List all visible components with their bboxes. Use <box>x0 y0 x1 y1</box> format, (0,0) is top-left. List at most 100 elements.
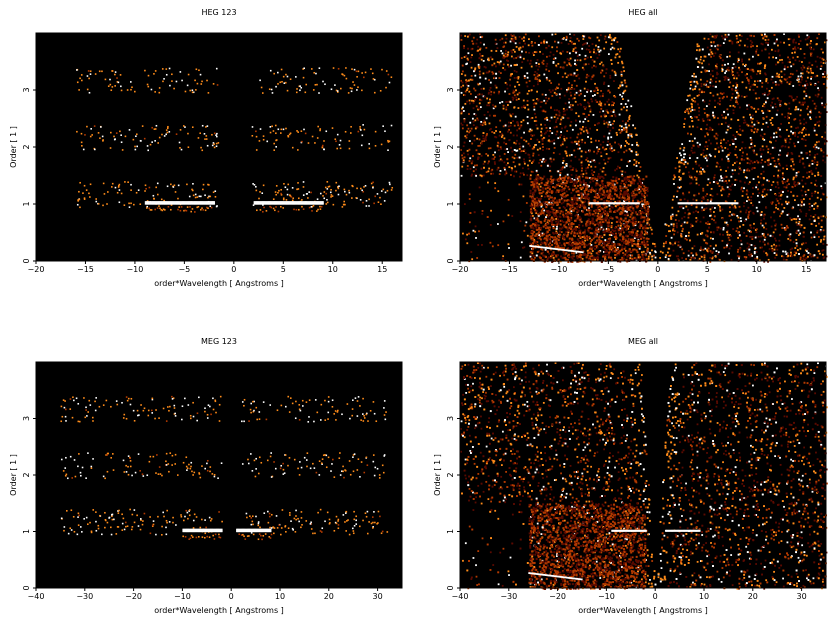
heatmap-cell <box>810 55 813 57</box>
heatmap-cell <box>636 174 639 177</box>
heatmap-cell <box>790 165 793 167</box>
heatmap-cell <box>461 70 464 73</box>
heatmap-cell <box>759 70 762 72</box>
heatmap-cell <box>804 139 807 142</box>
heatmap-cell <box>144 201 147 203</box>
heatmap-cell <box>201 80 203 83</box>
heatmap-cell <box>693 72 695 75</box>
heatmap-cell <box>584 141 587 144</box>
heatmap-cell <box>602 167 605 169</box>
heatmap-cell <box>779 59 781 61</box>
heatmap-cell <box>790 167 793 170</box>
heatmap-cell <box>709 257 712 259</box>
heatmap-cell <box>197 205 200 208</box>
heatmap-cell <box>633 163 636 166</box>
heatmap-cell <box>538 74 541 77</box>
x-tick-label: −5 <box>178 265 190 274</box>
heatmap-cell <box>528 38 530 41</box>
heatmap-cell <box>368 205 370 207</box>
heatmap-cell <box>823 71 826 73</box>
heatmap-cell <box>721 64 724 67</box>
heatmap-cell <box>557 249 560 252</box>
heatmap-cell <box>649 226 652 229</box>
heatmap-cell <box>779 154 782 156</box>
heatmap-cell <box>572 241 574 244</box>
heatmap-cell <box>751 238 754 241</box>
heatmap-cell <box>710 198 713 201</box>
heatmap-cell <box>589 37 592 40</box>
heatmap-cell <box>706 80 709 83</box>
heatmap-cell <box>678 175 681 178</box>
heatmap-cell <box>566 186 569 189</box>
heatmap-cell <box>605 148 608 150</box>
heatmap-cell <box>508 121 510 124</box>
heatmap-cell <box>623 128 625 131</box>
heatmap-cell <box>808 171 811 173</box>
heatmap-cell <box>709 78 712 81</box>
heatmap-cell <box>594 165 597 168</box>
heatmap-cell <box>796 249 799 251</box>
heatmap-cell <box>709 33 712 35</box>
heatmap-cell <box>520 241 523 244</box>
heatmap-cell <box>677 210 680 213</box>
heatmap-cell <box>603 114 606 117</box>
heatmap-cell <box>275 201 278 203</box>
heatmap-cell <box>319 208 322 210</box>
heatmap-cell <box>502 54 505 57</box>
heatmap-cell <box>710 214 712 217</box>
heatmap-cell <box>535 120 538 122</box>
heatmap-cell <box>76 203 79 206</box>
heatmap-cell <box>189 206 191 208</box>
heatmap-cell <box>589 160 592 163</box>
heatmap-cell <box>591 43 594 45</box>
heatmap-cell <box>588 105 591 108</box>
heatmap-cell <box>824 41 826 44</box>
heatmap-cell <box>703 259 706 262</box>
heatmap-cell <box>745 218 748 221</box>
heatmap-cell <box>651 249 653 252</box>
heatmap-cell <box>714 34 716 37</box>
heatmap-cell <box>524 33 527 36</box>
heatmap-cell <box>813 127 816 130</box>
heatmap-cell <box>298 202 300 205</box>
heatmap-cell <box>722 42 725 45</box>
heatmap-cell <box>672 249 675 252</box>
heatmap-cell <box>210 201 213 203</box>
heatmap-cell <box>675 224 678 227</box>
heatmap-cell <box>526 234 529 237</box>
y-tick-label: 0 <box>22 258 31 263</box>
heatmap-cell <box>510 174 512 176</box>
heatmap-cell <box>479 53 481 55</box>
heatmap-cell <box>672 227 675 230</box>
heatmap-cell <box>542 110 545 112</box>
heatmap-cell <box>797 234 800 237</box>
heatmap-cell <box>760 161 763 164</box>
heatmap-cell <box>751 161 754 164</box>
heatmap-cell <box>815 105 818 108</box>
heatmap-cell <box>731 69 733 71</box>
heatmap-cell <box>592 237 595 240</box>
heatmap-cell <box>822 159 824 162</box>
heatmap-cell <box>526 76 529 79</box>
heatmap-cell <box>462 145 465 148</box>
heatmap-cell <box>694 85 697 88</box>
heatmap-cell <box>80 132 83 135</box>
heatmap-cell <box>788 107 791 110</box>
heatmap-cell <box>755 130 758 133</box>
heatmap-cell <box>753 161 756 164</box>
heatmap-cell <box>90 128 92 130</box>
heatmap-cell <box>88 91 91 94</box>
heatmap-cell <box>738 34 741 37</box>
heatmap-cell <box>325 130 328 133</box>
heatmap-cell <box>713 174 716 177</box>
heatmap-cell <box>703 37 706 40</box>
heatmap-cell <box>374 195 377 198</box>
heatmap-cell <box>786 153 789 156</box>
heatmap-cell <box>311 135 314 138</box>
heatmap-cell <box>794 131 796 134</box>
heatmap-cell <box>481 124 484 127</box>
heatmap-cell <box>313 201 316 203</box>
heatmap-cell <box>790 255 793 258</box>
heatmap-cell <box>488 160 490 163</box>
heatmap-cell <box>579 247 582 249</box>
